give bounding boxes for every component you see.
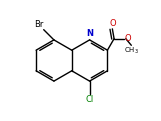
Text: CH$_3$: CH$_3$ bbox=[124, 46, 139, 56]
Text: O: O bbox=[124, 34, 131, 43]
Text: O: O bbox=[109, 19, 116, 28]
Text: Cl: Cl bbox=[85, 95, 94, 104]
Text: Br: Br bbox=[34, 20, 43, 29]
Text: N: N bbox=[86, 29, 93, 38]
